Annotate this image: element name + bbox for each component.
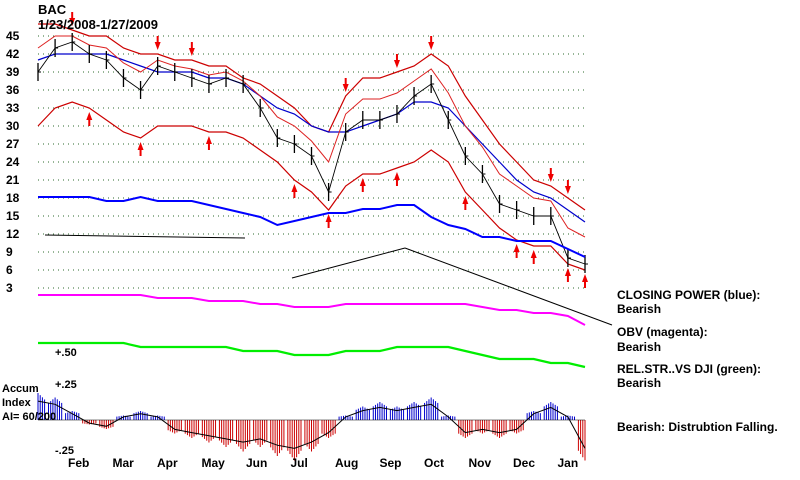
month-label: Jan: [558, 456, 579, 470]
accum-note: Bearish: Distrubtion Falling.: [617, 420, 778, 434]
month-label: Feb: [68, 456, 89, 470]
indicator-status-closing-power: Bearish: [617, 302, 662, 316]
sell-arrow: [154, 42, 161, 50]
upper-band-line: [38, 23, 586, 211]
buy-arrow: [582, 274, 588, 282]
price-tick-label: 21: [6, 173, 20, 187]
indicator-status-rel-str: Bearish: [617, 376, 662, 390]
accum-ma-line: [37, 400, 586, 449]
indicator-status-obv: Bearish: [617, 340, 662, 354]
price-tick-label: 18: [6, 191, 20, 205]
month-label: May: [202, 456, 226, 470]
obv-line: [38, 294, 586, 326]
buy-arrow: [564, 268, 571, 276]
buy-arrow: [393, 172, 400, 180]
month-label: Apr: [157, 456, 178, 470]
accum-tick-label: +.25: [55, 379, 77, 391]
month-label: Jul: [291, 456, 308, 470]
buy-arrow: [325, 214, 332, 222]
accum-tick-label: -.25: [55, 445, 74, 457]
indicator-label-closing-power: CLOSING POWER (blue):: [617, 288, 761, 302]
inner-band-line: [37, 35, 586, 238]
trendline-2: [291, 247, 406, 279]
accum-label-2: Index: [2, 397, 31, 409]
month-label: Aug: [335, 456, 358, 470]
buy-arrow: [205, 136, 212, 144]
rel-str-line: [38, 341, 586, 369]
trendline-3: [404, 247, 613, 326]
price-tick-label: 42: [6, 47, 20, 61]
lower-band-line: [37, 101, 586, 271]
indicator-label-obv: OBV (magenta):: [617, 325, 708, 339]
price-tick-label: 27: [6, 137, 20, 151]
buy-arrow: [359, 178, 366, 186]
sell-arrow: [393, 60, 400, 68]
chart-subtitle: 1/23/2008-1/27/2009: [38, 17, 158, 32]
price-tick-label: 36: [6, 83, 20, 97]
buy-arrow: [513, 244, 520, 252]
accum-label-1: Accum: [2, 383, 39, 395]
indicator-label-rel-str: REL.STR..VS DJI (green):: [617, 362, 762, 376]
buy-arrow: [291, 184, 298, 192]
sell-arrow: [428, 42, 435, 50]
buy-arrow: [137, 142, 144, 150]
sell-arrow: [69, 18, 76, 26]
sell-arrow: [547, 174, 554, 182]
price-line: [37, 41, 586, 265]
closing-power-line: [38, 195, 586, 258]
price-tick-label: 3: [6, 281, 13, 295]
moving-average-line: [37, 53, 586, 223]
month-label: Dec: [513, 456, 535, 470]
trendline-1: [44, 234, 246, 239]
price-tick-label: 12: [6, 227, 20, 241]
sell-arrow: [188, 48, 195, 56]
month-label: Jun: [246, 456, 267, 470]
buy-arrow: [86, 112, 93, 120]
price-tick-label: 45: [6, 29, 20, 43]
accum-label-3: AI= 60/200: [2, 411, 57, 423]
price-tick-label: 30: [6, 119, 20, 133]
price-tick-label: 9: [6, 245, 13, 259]
month-label: Mar: [113, 456, 135, 470]
price-tick-label: 24: [6, 155, 20, 169]
month-label: Nov: [469, 456, 492, 470]
buy-arrow: [530, 250, 537, 258]
price-tick-label: 39: [6, 65, 20, 79]
price-tick-label: 6: [6, 263, 13, 277]
sell-arrow: [564, 186, 571, 194]
price-tick-label: 15: [6, 209, 20, 223]
accum-tick-label: +.50: [55, 347, 77, 359]
sell-arrow: [342, 84, 349, 92]
chart-title: BAC: [38, 2, 67, 17]
month-label: Sep: [380, 456, 402, 470]
month-label: Oct: [424, 456, 444, 470]
price-tick-label: 33: [6, 101, 20, 115]
buy-arrow: [462, 196, 469, 204]
